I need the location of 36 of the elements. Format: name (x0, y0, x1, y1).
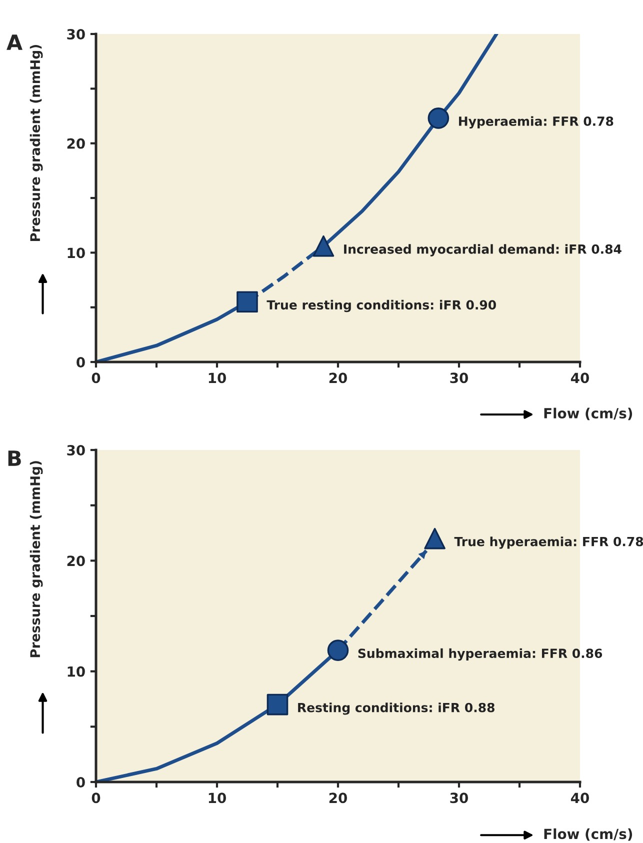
point (312, 235, 334, 257)
point (236, 291, 258, 313)
y-axis-title: Pressure gradient (mmHg) (30, 44, 43, 242)
x-axis-title: Flow (cm/s) (544, 408, 632, 420)
point (266, 694, 288, 716)
annotation: True resting conditions: iFR 0.90 (266, 300, 496, 312)
annotation: Hyperaemia: FFR 0.78 (459, 116, 614, 128)
point (327, 640, 349, 661)
x-tick-label: 30 (450, 372, 468, 384)
annotation: Increased myocardial demand: iFR 0.84 (344, 244, 622, 256)
y-tick-label: 30 (67, 28, 85, 40)
x-tick-label: 40 (570, 372, 589, 384)
chart-title: B (8, 450, 21, 466)
y-tick-label: 20 (67, 138, 85, 149)
x-tick-label: 0 (92, 792, 100, 804)
point (428, 108, 450, 129)
x-tick-label: 10 (208, 372, 226, 384)
y-tick-label: 0 (76, 776, 85, 788)
x-tick-label: 0 (92, 372, 100, 384)
annotation: Resting conditions: iFR 0.88 (298, 702, 494, 715)
y-tick-label: 30 (67, 444, 85, 456)
x-tick-label: 10 (208, 792, 226, 804)
x-tick-label: 30 (450, 792, 468, 804)
x-axis-title: Flow (cm/s) (544, 828, 632, 841)
y-axis-title: Pressure gradient (mmHg) (30, 461, 43, 658)
chart-title: A (6, 34, 22, 50)
annotation: True hyperaemia: FFR 0.78 (454, 536, 643, 549)
y-tick-label: 0 (76, 356, 85, 368)
x-tick-label: 20 (329, 372, 347, 384)
point (424, 528, 446, 550)
x-tick-label: 20 (329, 792, 347, 804)
x-tick-label: 40 (570, 792, 589, 804)
y-tick-label: 20 (67, 556, 85, 566)
annotation: Submaximal hyperaemia: FFR 0.86 (358, 648, 602, 661)
y-tick-label: 10 (68, 248, 85, 258)
y-tick-label: 10 (68, 666, 85, 677)
